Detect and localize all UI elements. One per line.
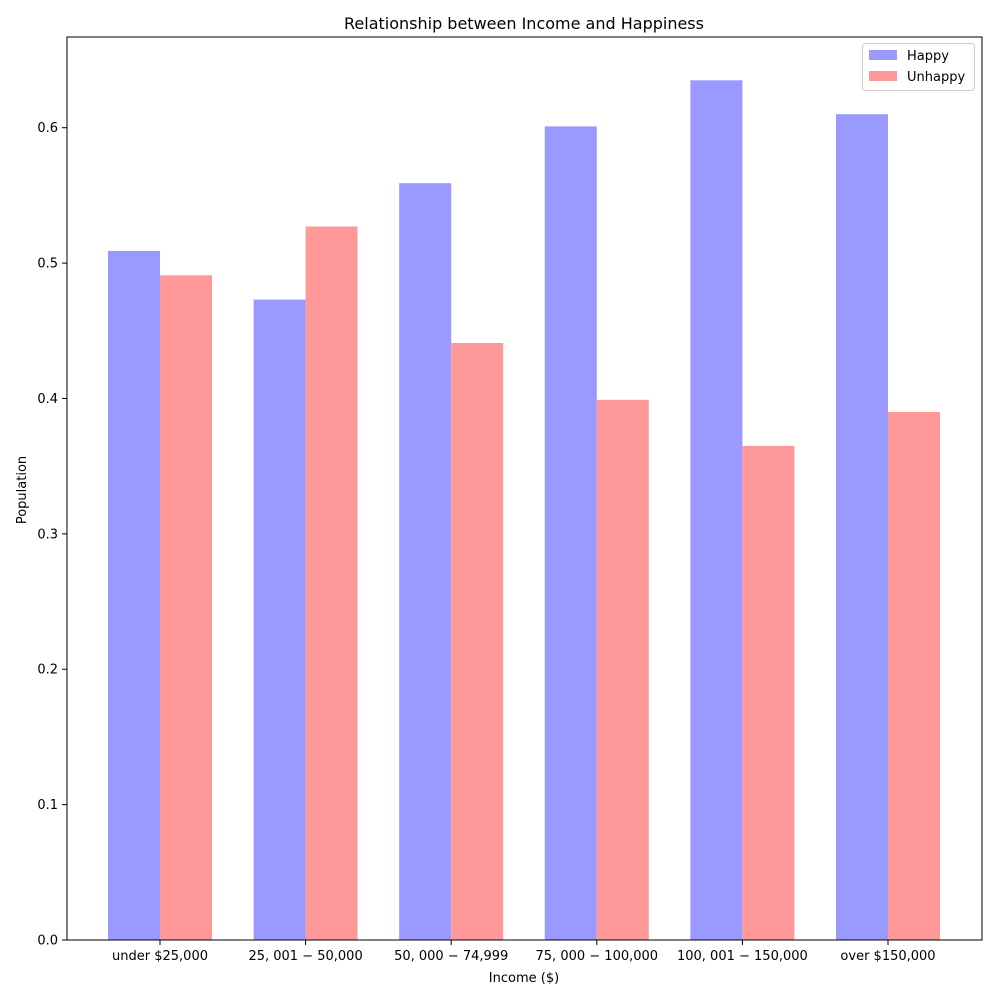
legend-swatch-unhappy [869, 71, 897, 81]
bar-happy-3 [544, 126, 597, 940]
x-tick-label: 25, 001 − 50,000 [248, 949, 362, 964]
bar-happy-0 [108, 250, 160, 940]
bar-unhappy-3 [596, 399, 649, 940]
legend-label-unhappy: Unhappy [907, 70, 965, 85]
y-ticks: 0.0 0.1 0.2 0.3 0.4 0.5 0.6 [37, 121, 67, 949]
bar-happy-2 [399, 183, 452, 940]
y-tick-label: 0.3 [37, 527, 58, 542]
x-tick-label: under $25,000 [112, 949, 208, 964]
x-tick-label: over $150,000 [840, 949, 935, 964]
x-tick-label: 75, 000 − 100,000 [536, 949, 659, 964]
bar-happy-1 [253, 299, 306, 941]
y-tick-label: 0.1 [37, 798, 58, 813]
bar-unhappy-1 [305, 226, 358, 940]
y-tick-label: 0.0 [37, 934, 58, 949]
y-tick-label: 0.2 [37, 663, 58, 678]
y-tick-label: 0.5 [37, 257, 58, 272]
x-axis-label: Income ($) [489, 971, 559, 986]
x-tick-label: 100, 001 − 150,000 [677, 949, 808, 964]
plot-frame [66, 36, 983, 941]
x-ticks: under $25,000 25, 001 − 50,000 50, 000 − 7… [112, 940, 936, 964]
legend-label-happy: Happy [907, 49, 949, 64]
y-axis-label: Population [15, 456, 30, 524]
legend: Happy Unhappy [862, 43, 975, 91]
bar-happy-5 [836, 114, 888, 940]
legend-swatch-happy [869, 50, 897, 60]
chart-title: Relationship between Income and Happines… [344, 14, 704, 33]
bar-unhappy-0 [160, 275, 212, 940]
bar-happy-4 [690, 80, 743, 941]
bars-layer [108, 80, 940, 941]
bar-unhappy-2 [451, 343, 504, 940]
bar-unhappy-5 [888, 412, 940, 940]
x-tick-label: 50, 000 − 74,999 [394, 949, 508, 964]
bar-unhappy-4 [742, 445, 795, 940]
y-tick-label: 0.4 [37, 392, 58, 407]
y-tick-label: 0.6 [37, 121, 58, 136]
